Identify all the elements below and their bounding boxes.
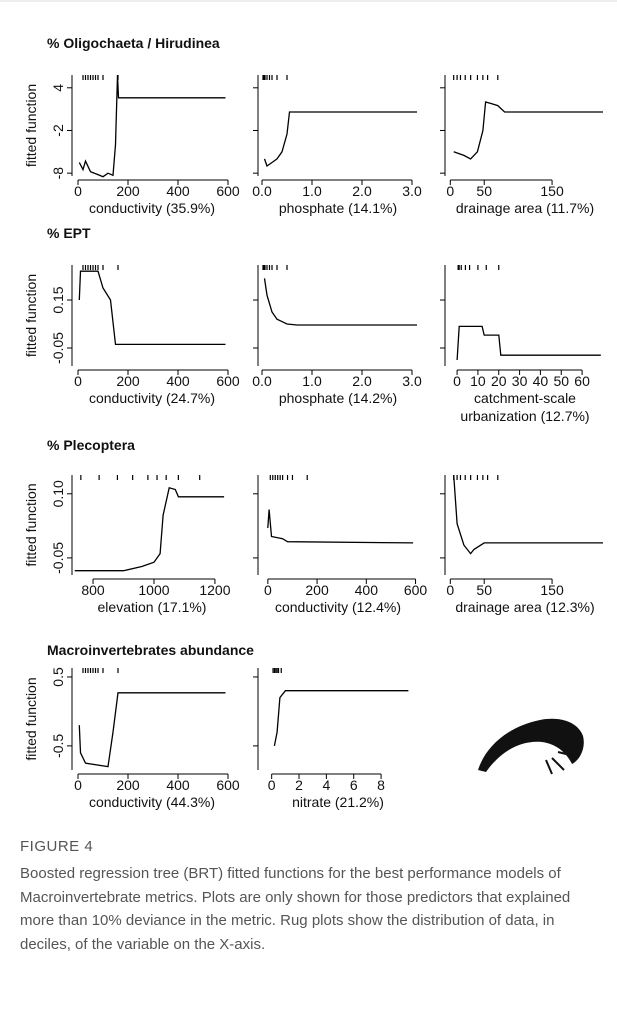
x-tick-label: 1.0 bbox=[302, 373, 322, 389]
x-tick-label: 600 bbox=[216, 373, 240, 389]
fitted-line bbox=[78, 270, 226, 346]
x-tick-label: 600 bbox=[404, 582, 428, 598]
y-tick-label: -8 bbox=[50, 167, 66, 180]
y-axis-label: fitted function bbox=[23, 84, 39, 167]
x-axis-label: conductivity (12.4%) bbox=[275, 599, 401, 615]
y-tick-label: -0.05 bbox=[50, 332, 66, 364]
x-tick-label: 50 bbox=[553, 373, 569, 389]
x-axis-label: conductivity (24.7%) bbox=[89, 390, 215, 406]
x-tick-label: 20 bbox=[491, 373, 507, 389]
figure-label: FIGURE 4 bbox=[20, 838, 94, 855]
x-tick-label: 200 bbox=[305, 582, 329, 598]
x-tick-label: 0.0 bbox=[252, 183, 272, 199]
x-axis-label: conductivity (44.3%) bbox=[89, 794, 215, 810]
figure: % Oligochaeta / Hirudinea fitted function… bbox=[0, 0, 617, 810]
fitted-line bbox=[453, 101, 603, 160]
y-tick-label: -2 bbox=[50, 124, 66, 137]
y-tick-label: 0.5 bbox=[50, 667, 66, 687]
y-axis-label: fitted function bbox=[23, 483, 39, 566]
x-tick-label: 30 bbox=[512, 373, 528, 389]
y-axis-label: fitted function bbox=[23, 274, 39, 357]
panel-title: % EPT bbox=[47, 225, 91, 241]
x-tick-label: 0 bbox=[74, 183, 82, 199]
fitted-line bbox=[263, 111, 417, 168]
x-tick-label: 1200 bbox=[199, 582, 230, 598]
fitted-line bbox=[453, 474, 603, 555]
figure-caption: Boosted regression tree (BRT) fitted fun… bbox=[20, 865, 571, 953]
x-axis-label: elevation (17.1%) bbox=[98, 599, 207, 615]
fitted-line bbox=[273, 690, 409, 747]
fitted-line bbox=[74, 486, 225, 572]
x-tick-label: 0 bbox=[264, 582, 272, 598]
x-tick-label: 60 bbox=[574, 373, 590, 389]
x-tick-label: 40 bbox=[533, 373, 549, 389]
x-tick-label: 50 bbox=[476, 582, 492, 598]
x-tick-label: 600 bbox=[216, 183, 240, 199]
panel-title: % Plecoptera bbox=[47, 437, 135, 453]
x-axis-label: nitrate (21.2%) bbox=[292, 794, 384, 810]
x-tick-label: 0 bbox=[74, 777, 82, 793]
x-tick-label: 400 bbox=[355, 582, 379, 598]
x-tick-label: 0.0 bbox=[252, 373, 272, 389]
panel-title: % Oligochaeta / Hirudinea bbox=[47, 35, 220, 51]
x-tick-label: 0 bbox=[74, 373, 82, 389]
x-axis-label: drainage area (11.7%) bbox=[456, 200, 594, 216]
x-axis-label: phosphate (14.2%) bbox=[279, 390, 397, 406]
x-tick-label: 200 bbox=[116, 373, 140, 389]
x-tick-label: 150 bbox=[540, 183, 564, 199]
y-tick-label: -0.5 bbox=[50, 734, 66, 758]
x-tick-label: 0 bbox=[268, 777, 276, 793]
y-tick-label: 0.10 bbox=[50, 480, 66, 507]
x-tick-label: 6 bbox=[350, 777, 358, 793]
x-tick-label: 2.0 bbox=[352, 373, 372, 389]
fitted-line bbox=[263, 278, 417, 326]
x-axis-label: urbanization (12.7%) bbox=[460, 408, 589, 424]
x-tick-label: 3.0 bbox=[402, 373, 422, 389]
fitted-line bbox=[456, 325, 601, 361]
x-axis-label: catchment-scale bbox=[474, 390, 576, 406]
x-tick-label: 0 bbox=[446, 183, 454, 199]
y-axis-label: fitted function bbox=[23, 677, 39, 760]
x-tick-label: 3.0 bbox=[402, 183, 422, 199]
x-tick-label: 200 bbox=[116, 777, 140, 793]
x-axis-label: drainage area (12.3%) bbox=[455, 599, 594, 615]
x-tick-label: 400 bbox=[166, 777, 190, 793]
x-tick-label: 10 bbox=[470, 373, 486, 389]
y-tick-label: -0.05 bbox=[50, 542, 66, 574]
x-tick-label: 200 bbox=[116, 183, 140, 199]
x-tick-label: 400 bbox=[166, 373, 190, 389]
x-axis-label: phosphate (14.1%) bbox=[279, 200, 397, 216]
x-tick-label: 2.0 bbox=[352, 183, 372, 199]
y-tick-label: 0.15 bbox=[50, 286, 66, 313]
fitted-line bbox=[78, 692, 226, 768]
x-tick-label: 1.0 bbox=[302, 183, 322, 199]
y-tick-label: 4 bbox=[50, 84, 66, 92]
x-tick-label: 50 bbox=[476, 183, 492, 199]
x-tick-label: 2 bbox=[295, 777, 303, 793]
x-tick-label: 4 bbox=[322, 777, 330, 793]
x-tick-label: 1000 bbox=[138, 582, 169, 598]
x-tick-label: 150 bbox=[540, 582, 564, 598]
x-tick-label: 400 bbox=[166, 183, 190, 199]
x-tick-label: 600 bbox=[216, 777, 240, 793]
x-tick-label: 0 bbox=[446, 582, 454, 598]
panel-title: Macroinvertebrates abundance bbox=[47, 642, 254, 658]
x-tick-label: 800 bbox=[81, 582, 105, 598]
x-tick-label: 8 bbox=[377, 777, 385, 793]
fitted-line bbox=[267, 509, 414, 544]
x-axis-label: conductivity (35.9%) bbox=[89, 200, 215, 216]
fitted-line bbox=[78, 74, 226, 178]
insect-silhouette bbox=[478, 718, 584, 775]
x-tick-label: 0 bbox=[453, 373, 461, 389]
